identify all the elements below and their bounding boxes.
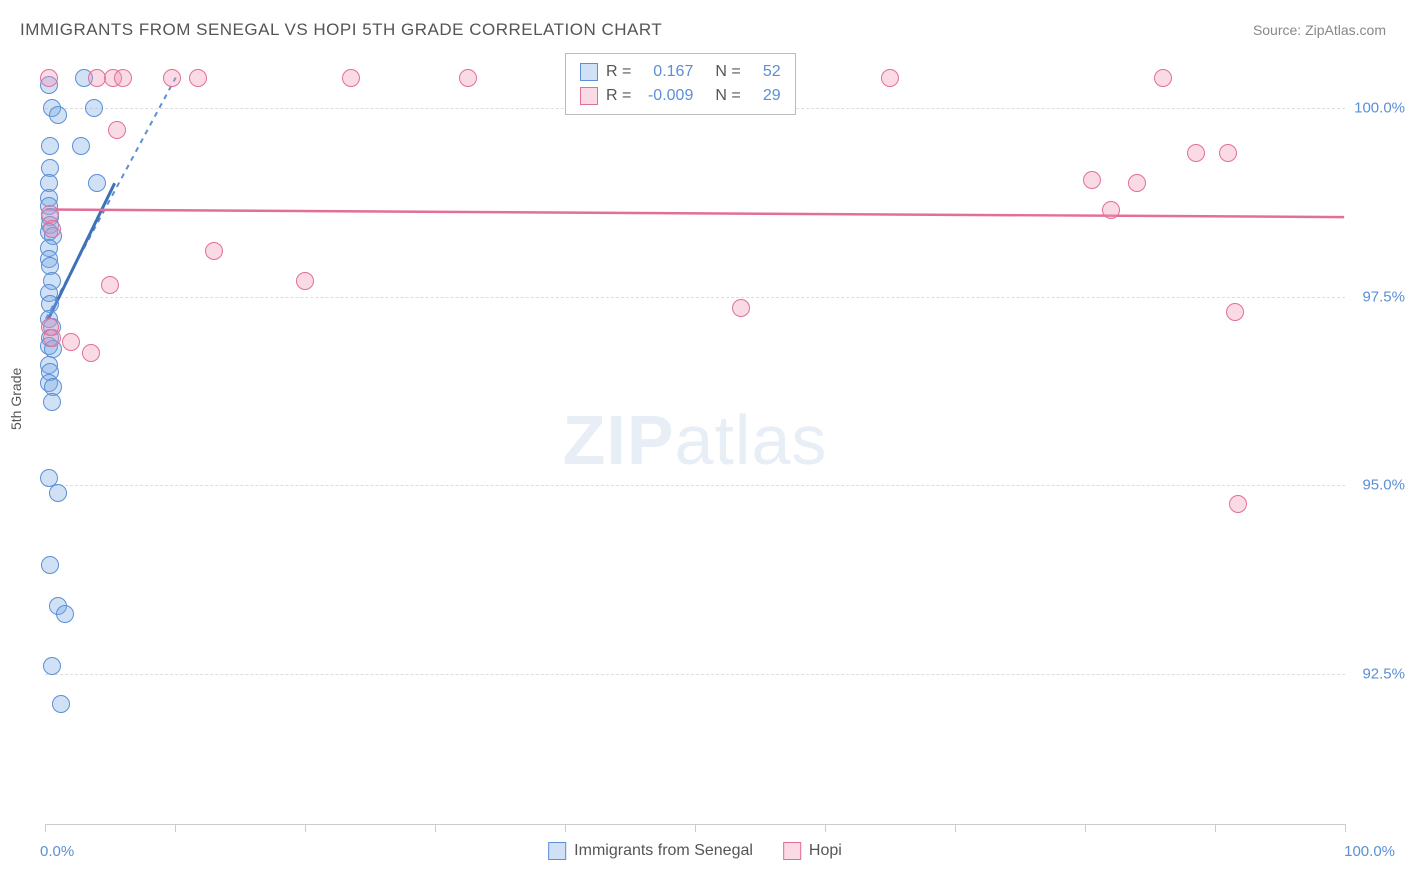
- legend-swatch: [580, 87, 598, 105]
- trend-overlay: [45, 55, 1345, 824]
- gridline: [45, 485, 1345, 486]
- r-label: R =: [606, 87, 631, 105]
- data-point-senegal: [49, 106, 67, 124]
- data-point-hopi: [62, 333, 80, 351]
- y-axis-label: 5th Grade: [8, 368, 24, 430]
- n-value: 52: [753, 63, 781, 81]
- r-value: -0.009: [643, 87, 693, 105]
- data-point-hopi: [1187, 144, 1205, 162]
- data-point-senegal: [49, 484, 67, 502]
- x-tick: [1345, 824, 1346, 832]
- legend-series: Immigrants from Senegal Hopi: [548, 842, 842, 860]
- legend-label: Immigrants from Senegal: [574, 842, 753, 860]
- data-point-senegal: [52, 695, 70, 713]
- x-tick: [955, 824, 956, 832]
- data-point-hopi: [342, 69, 360, 87]
- chart-title: IMMIGRANTS FROM SENEGAL VS HOPI 5TH GRAD…: [20, 20, 662, 40]
- y-tick-label: 100.0%: [1354, 99, 1405, 116]
- data-point-senegal: [85, 99, 103, 117]
- data-point-hopi: [205, 242, 223, 260]
- data-point-hopi: [732, 299, 750, 317]
- r-label: R =: [606, 63, 631, 81]
- data-point-senegal: [72, 137, 90, 155]
- watermark-reg: atlas: [675, 401, 828, 479]
- data-point-hopi: [296, 272, 314, 290]
- data-point-senegal: [41, 137, 59, 155]
- legend-item-hopi: Hopi: [783, 842, 842, 860]
- trend-line-hopi: [46, 210, 1344, 218]
- data-point-senegal: [41, 556, 59, 574]
- legend-swatch: [783, 842, 801, 860]
- x-tick: [175, 824, 176, 832]
- x-max-label: 100.0%: [1344, 843, 1395, 860]
- data-point-senegal: [43, 393, 61, 411]
- legend-label: Hopi: [809, 842, 842, 860]
- data-point-hopi: [1226, 303, 1244, 321]
- data-point-hopi: [1083, 171, 1101, 189]
- source-label: Source: ZipAtlas.com: [1253, 22, 1386, 38]
- data-point-senegal: [88, 174, 106, 192]
- legend-item-senegal: Immigrants from Senegal: [548, 842, 753, 860]
- x-tick: [435, 824, 436, 832]
- data-point-hopi: [881, 69, 899, 87]
- plot-area: ZIPatlas 100.0%97.5%95.0%92.5%0.0%100.0%…: [45, 55, 1345, 825]
- watermark: ZIPatlas: [563, 400, 828, 480]
- legend-row-senegal: R = 0.167 N = 52: [580, 60, 781, 84]
- legend-swatch: [548, 842, 566, 860]
- data-point-hopi: [1154, 69, 1172, 87]
- data-point-hopi: [82, 344, 100, 362]
- x-tick: [1085, 824, 1086, 832]
- x-tick: [1215, 824, 1216, 832]
- data-point-hopi: [1102, 201, 1120, 219]
- x-min-label: 0.0%: [40, 843, 74, 860]
- r-value: 0.167: [643, 63, 693, 81]
- n-label: N =: [715, 63, 740, 81]
- n-label: N =: [715, 87, 740, 105]
- y-tick-label: 92.5%: [1362, 666, 1405, 683]
- data-point-hopi: [114, 69, 132, 87]
- trend-solid-senegal: [48, 183, 114, 319]
- x-tick: [825, 824, 826, 832]
- data-point-hopi: [189, 69, 207, 87]
- data-point-hopi: [40, 69, 58, 87]
- x-tick: [305, 824, 306, 832]
- watermark-bold: ZIP: [563, 401, 675, 479]
- data-point-hopi: [1219, 144, 1237, 162]
- data-point-hopi: [1128, 174, 1146, 192]
- data-point-hopi: [1229, 495, 1247, 513]
- data-point-senegal: [43, 657, 61, 675]
- y-tick-label: 97.5%: [1362, 288, 1405, 305]
- gridline: [45, 674, 1345, 675]
- data-point-hopi: [43, 329, 61, 347]
- data-point-hopi: [101, 276, 119, 294]
- x-tick: [45, 824, 46, 832]
- data-point-senegal: [56, 605, 74, 623]
- data-point-hopi: [163, 69, 181, 87]
- legend-swatch: [580, 63, 598, 81]
- gridline: [45, 297, 1345, 298]
- data-point-hopi: [459, 69, 477, 87]
- data-point-hopi: [108, 121, 126, 139]
- x-tick: [565, 824, 566, 832]
- legend-stats: R = 0.167 N = 52 R = -0.009 N = 29: [565, 53, 796, 115]
- x-tick: [695, 824, 696, 832]
- n-value: 29: [753, 87, 781, 105]
- y-tick-label: 95.0%: [1362, 477, 1405, 494]
- legend-row-hopi: R = -0.009 N = 29: [580, 84, 781, 108]
- data-point-hopi: [43, 220, 61, 238]
